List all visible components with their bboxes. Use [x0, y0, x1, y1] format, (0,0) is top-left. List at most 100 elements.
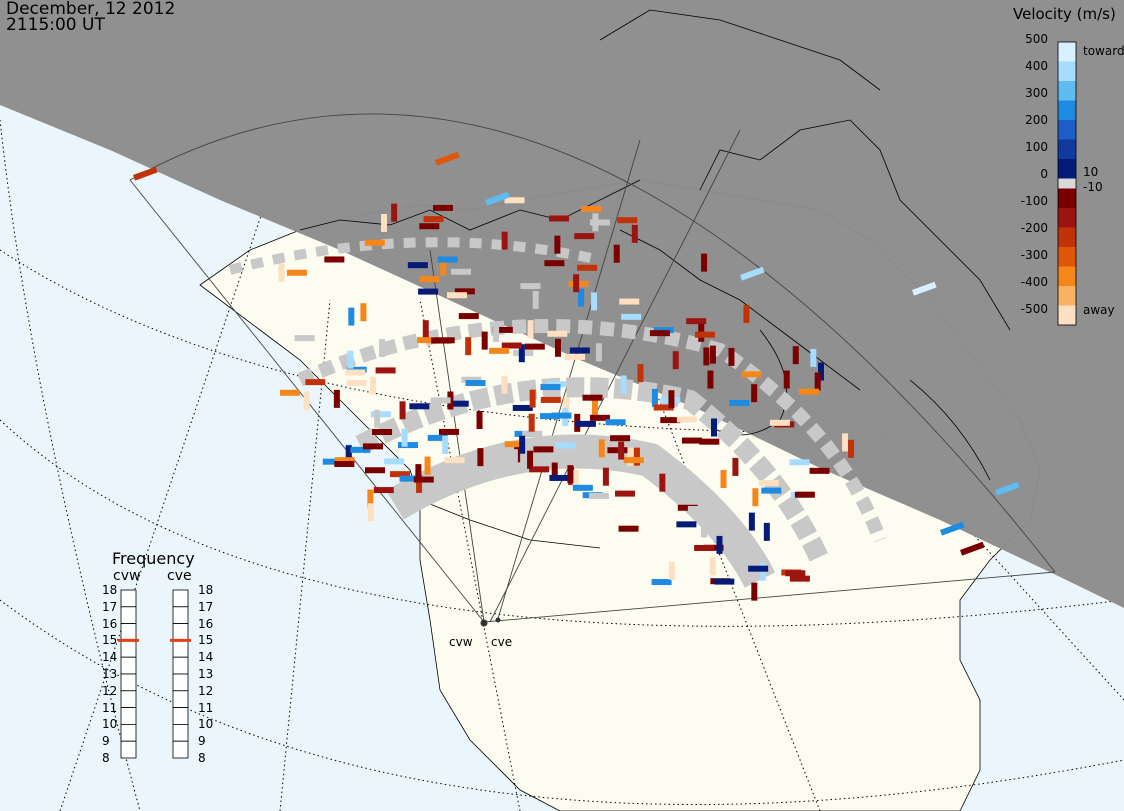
velocity-cell	[607, 447, 628, 454]
frequency-cell	[120, 740, 137, 759]
colorbar-toward-label: toward	[1083, 44, 1124, 58]
frequency-cell	[172, 606, 189, 624]
velocity-cell	[748, 565, 769, 572]
velocity-cell	[569, 347, 590, 354]
frequency-cell	[172, 740, 189, 759]
velocity-cell	[582, 394, 603, 401]
velocity-cell	[714, 578, 735, 585]
velocity-cell	[437, 256, 458, 263]
frequency-cell	[120, 724, 137, 742]
velocity-cell	[677, 504, 698, 511]
frequency-cell	[172, 707, 189, 725]
velocity-cell	[367, 489, 374, 508]
velocity-cell	[598, 439, 605, 458]
velocity-cell	[399, 401, 406, 420]
velocity-cell	[751, 582, 758, 601]
frequency-tick-label: 17	[198, 599, 214, 614]
frequency-tick-label: 8	[102, 751, 110, 765]
velocity-cell	[375, 367, 396, 374]
velocity-cell	[595, 343, 602, 362]
velocity-cell	[551, 462, 558, 481]
velocity-cell	[364, 239, 385, 246]
night-shading	[0, 0, 1124, 608]
velocity-cell	[572, 469, 579, 488]
velocity-cell	[676, 416, 697, 423]
velocity-cell	[729, 399, 750, 406]
frequency-tick-label: 14	[198, 650, 214, 665]
velocity-cell	[465, 380, 486, 387]
velocity-cell	[563, 397, 570, 416]
velocity-cell	[619, 298, 640, 305]
plot-date: December, 12 2012	[6, 0, 176, 19]
velocity-cell	[518, 344, 525, 363]
colorbar-tick-label: 300	[1025, 86, 1048, 100]
velocity-cells	[133, 151, 1020, 601]
velocity-cell	[668, 561, 675, 580]
velocity-cell	[305, 379, 326, 386]
velocity-cell	[592, 213, 599, 232]
velocity-cell	[703, 347, 710, 366]
velocity-cell	[549, 474, 570, 481]
velocity-cell	[348, 307, 355, 326]
velocity-cell	[732, 457, 739, 476]
colorbar-segment	[1058, 61, 1076, 81]
plot-time: 2115:00 UT	[6, 15, 105, 35]
freq-radar-label-cvw: cvw	[113, 568, 141, 584]
velocity-cell	[637, 364, 644, 383]
velocity-cell	[431, 337, 452, 344]
colorbar-segment	[1058, 120, 1076, 140]
velocity-cell	[504, 441, 525, 448]
velocity-cell	[651, 579, 672, 586]
velocity-cell	[686, 318, 707, 325]
frequency-cell	[120, 707, 137, 725]
velocity-cell	[440, 257, 447, 276]
velocity-cell	[345, 369, 366, 376]
velocity-cell	[751, 384, 758, 403]
velocity-cell	[540, 384, 561, 391]
velocity-cell	[384, 458, 405, 465]
velocity-cell	[633, 447, 640, 466]
velocity-cell	[501, 342, 522, 349]
velocity-cell	[519, 435, 526, 454]
velocity-cell	[547, 330, 568, 337]
velocity-cell	[577, 264, 598, 271]
velocity-cell	[458, 313, 479, 320]
velocity-cell	[649, 330, 670, 337]
velocity-cell	[709, 345, 716, 364]
velocity-cell	[372, 428, 393, 435]
velocity-cell	[360, 303, 367, 322]
colorbar-inner-tick-neg: -10	[1083, 180, 1103, 194]
velocity-cell	[960, 541, 985, 556]
velocity-cell	[758, 479, 779, 486]
colorbar-tick-label: -500	[1020, 302, 1048, 316]
frequency-tick-label: 15	[102, 633, 118, 648]
velocity-cell	[555, 442, 576, 449]
velocity-cell	[476, 411, 483, 430]
velocity-cell	[527, 450, 534, 469]
velocity-cell	[419, 276, 440, 283]
velocity-cell	[623, 457, 644, 464]
velocity-cell	[294, 335, 315, 342]
velocity-cell	[659, 473, 666, 492]
velocity-cell	[565, 353, 586, 360]
velocity-cell	[278, 263, 285, 282]
velocity-cell	[444, 457, 465, 464]
frequency-tick-label: 12	[102, 683, 118, 698]
colorbar-tick-label: -200	[1020, 221, 1048, 235]
velocity-cell	[591, 396, 598, 415]
velocity-cell	[809, 467, 830, 474]
velocity-cell	[481, 331, 488, 350]
frequency-tick-label: 16	[198, 616, 214, 631]
velocity-cell	[492, 326, 513, 333]
frequency-tick-label: 13	[102, 667, 118, 681]
velocity-cell	[286, 269, 307, 276]
frequency-cell	[120, 589, 137, 608]
frequency-cell	[120, 606, 137, 624]
velocity-cell	[324, 256, 345, 263]
velocity-cell	[520, 283, 541, 290]
velocity-cell	[783, 370, 790, 389]
velocity-cell	[527, 320, 534, 339]
velocity-cell	[687, 505, 708, 512]
velocity-cell	[435, 151, 460, 166]
